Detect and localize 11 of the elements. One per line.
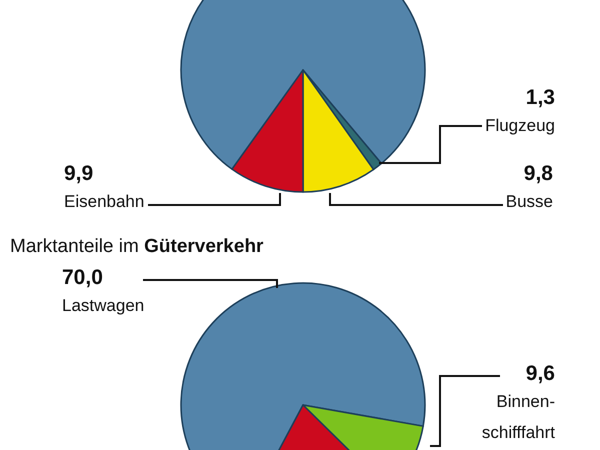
data-label: 9,8 [524,162,554,185]
data-label: 70,0 [62,266,103,289]
slice-label: Eisenbahn [64,192,144,211]
slice-label: Flugzeug [485,116,555,135]
slice-label: Lastwagen [62,296,144,315]
data-label: 9,9 [64,162,94,185]
data-label: 1,3 [526,86,555,109]
data-label: 9,6 [526,362,555,385]
slice-label: Busse [506,192,553,211]
slice-label: Binnen- schifffahrt [482,392,556,442]
chart-title: Marktanteile im Güterverkehr [10,236,264,257]
